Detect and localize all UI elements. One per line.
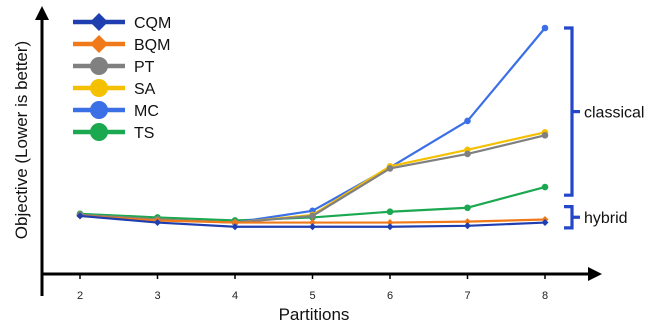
series-cqm bbox=[76, 212, 549, 231]
legend-label: BQM bbox=[134, 37, 170, 54]
y-axis bbox=[35, 6, 49, 296]
data-point bbox=[386, 165, 394, 172]
legend-item-pt: PT bbox=[73, 57, 155, 76]
legend-label: PT bbox=[134, 59, 155, 76]
data-point bbox=[386, 219, 394, 227]
legend-circle-icon bbox=[90, 101, 108, 119]
data-point bbox=[231, 219, 239, 227]
data-point bbox=[541, 132, 549, 139]
series-layer bbox=[76, 24, 549, 231]
data-point bbox=[541, 219, 549, 227]
data-point bbox=[386, 223, 394, 231]
legend-label: CQM bbox=[134, 15, 171, 32]
legend-item-cqm: CQM bbox=[73, 13, 171, 32]
x-tick-label: 6 bbox=[387, 290, 393, 302]
data-point bbox=[386, 208, 394, 216]
x-axis-arrow-icon bbox=[588, 267, 602, 281]
bracket-line bbox=[564, 26, 574, 197]
legend-item-mc: MC bbox=[73, 101, 159, 120]
legend-circle-icon bbox=[90, 123, 108, 141]
x-axis bbox=[42, 267, 602, 281]
x-tick-label: 8 bbox=[542, 290, 548, 302]
data-point bbox=[541, 183, 549, 191]
bracket-hybrid: hybrid bbox=[564, 205, 628, 230]
data-point bbox=[464, 117, 471, 125]
data-point bbox=[231, 223, 239, 231]
legend-circle-icon bbox=[90, 57, 108, 75]
legend-diamond-icon bbox=[90, 35, 108, 53]
x-tick-label: 4 bbox=[232, 290, 238, 302]
x-axis-label: Partitions bbox=[279, 305, 350, 324]
y-axis-arrow-icon bbox=[35, 6, 49, 20]
bracket-line bbox=[564, 205, 574, 230]
data-point bbox=[464, 222, 471, 230]
data-point bbox=[309, 212, 316, 220]
legend-label: SA bbox=[134, 81, 156, 98]
y-axis-label: Objective (Lower is better) bbox=[12, 41, 31, 239]
bracket-classical: classical bbox=[564, 26, 644, 197]
group-brackets: classical hybrid bbox=[564, 26, 644, 230]
data-point bbox=[76, 212, 84, 220]
data-point bbox=[464, 204, 471, 212]
data-point bbox=[154, 219, 161, 227]
legend-item-bqm: BQM bbox=[73, 35, 170, 54]
bracket-label: hybrid bbox=[584, 210, 628, 227]
legend-item-sa: SA bbox=[73, 79, 156, 98]
data-point bbox=[309, 223, 316, 231]
legend-item-ts: TS bbox=[73, 123, 154, 142]
data-point bbox=[464, 218, 471, 226]
data-point bbox=[464, 150, 471, 158]
legend-diamond-icon bbox=[90, 13, 108, 31]
legend: CQM BQM PT SA MC TS bbox=[73, 13, 171, 142]
bracket-label: classical bbox=[584, 105, 644, 122]
x-tick-label: 2 bbox=[77, 290, 83, 302]
data-point bbox=[541, 24, 549, 32]
legend-label: TS bbox=[134, 125, 154, 142]
x-tick-label: 3 bbox=[154, 290, 160, 302]
legend-circle-icon bbox=[90, 79, 108, 97]
x-tick-label: 7 bbox=[464, 290, 470, 302]
x-tick-label: 5 bbox=[309, 290, 315, 302]
data-point bbox=[309, 219, 316, 227]
legend-label: MC bbox=[134, 103, 159, 120]
x-ticks: 2 3 4 5 6 7 8 bbox=[77, 274, 548, 302]
